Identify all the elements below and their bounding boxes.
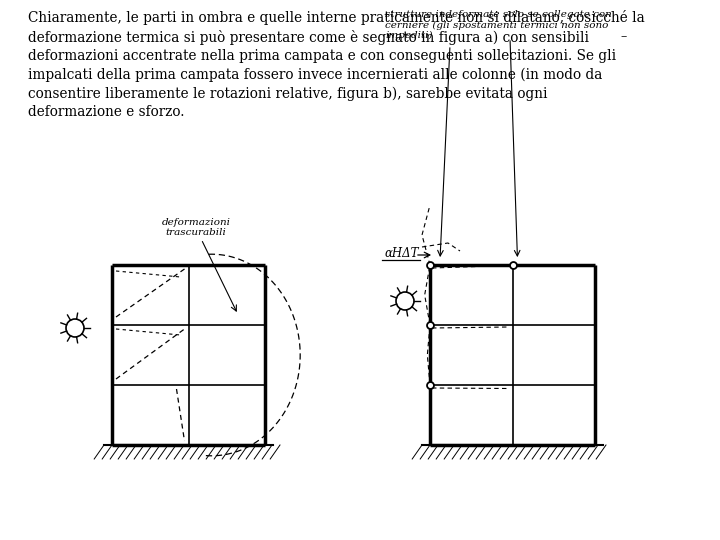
Text: –: – [620,30,626,43]
Text: αHΔT: αHΔT [384,247,419,260]
Text: deformazioni
trascurabili: deformazioni trascurabili [162,218,230,237]
Text: Chiaramente, le parti in ombra e quelle interne praticamente non si dilatano, co: Chiaramente, le parti in ombra e quelle … [28,10,644,119]
Text: strutture indeformate solo se collegate con
cerniere (gli spostamenti termici no: strutture indeformate solo se collegate … [385,10,612,40]
